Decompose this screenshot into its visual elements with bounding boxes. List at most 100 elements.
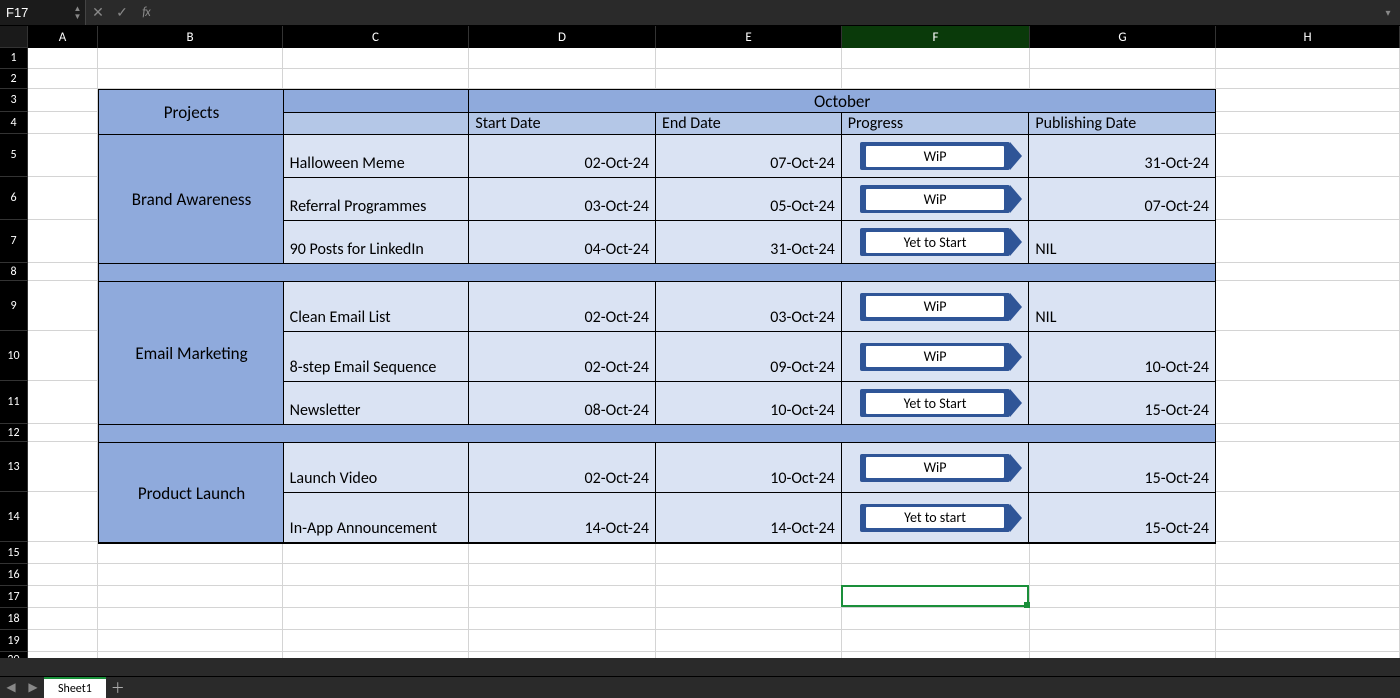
cell-C17[interactable] [283, 586, 469, 608]
expand-formula-bar-button[interactable]: ▾ [1376, 0, 1400, 25]
column-header-F[interactable]: F [842, 26, 1030, 48]
cell-A7[interactable] [28, 220, 98, 263]
cell-B1[interactable] [98, 48, 283, 69]
cell-H14[interactable] [1216, 492, 1400, 542]
cell-E18[interactable] [656, 608, 842, 630]
cell-A8[interactable] [28, 263, 98, 281]
cell-G15[interactable] [1030, 542, 1216, 564]
row-header-3[interactable]: 3 [0, 89, 28, 112]
cell-E16[interactable] [656, 564, 842, 586]
cell-E15[interactable] [656, 542, 842, 564]
cell-H19[interactable] [1216, 630, 1400, 652]
cell-C19[interactable] [283, 630, 469, 652]
cancel-formula-button[interactable]: ✕ [86, 0, 110, 25]
spreadsheet-grid[interactable]: ABCDEFGH 1234567891011121314151617181920… [0, 26, 1400, 658]
cell-A1[interactable] [28, 48, 98, 69]
cell-H15[interactable] [1216, 542, 1400, 564]
cell-A4[interactable] [28, 112, 98, 134]
cell-H3[interactable] [1216, 89, 1400, 112]
name-box[interactable] [0, 0, 70, 25]
cell-C15[interactable] [283, 542, 469, 564]
row-header-8[interactable]: 8 [0, 263, 28, 281]
cell-H20[interactable] [1216, 652, 1400, 658]
cell-A15[interactable] [28, 542, 98, 564]
cell-G18[interactable] [1030, 608, 1216, 630]
tab-nav-last[interactable]: ▶ [22, 677, 44, 698]
cell-A14[interactable] [28, 492, 98, 542]
select-all-corner[interactable] [0, 26, 28, 48]
column-header-C[interactable]: C [283, 26, 469, 48]
row-header-15[interactable]: 15 [0, 542, 28, 564]
row-header-12[interactable]: 12 [0, 424, 28, 442]
cell-H16[interactable] [1216, 564, 1400, 586]
cell-H8[interactable] [1216, 263, 1400, 281]
insert-function-button[interactable]: fx [134, 0, 158, 25]
cell-D19[interactable] [469, 630, 656, 652]
cell-B17[interactable] [98, 586, 283, 608]
cell-E20[interactable] [656, 652, 842, 658]
row-header-17[interactable]: 17 [0, 586, 28, 608]
cell-H18[interactable] [1216, 608, 1400, 630]
row-header-20[interactable]: 20 [0, 652, 28, 658]
cell-D15[interactable] [469, 542, 656, 564]
cell-C18[interactable] [283, 608, 469, 630]
cell-A13[interactable] [28, 442, 98, 492]
cell-G20[interactable] [1030, 652, 1216, 658]
cell-D16[interactable] [469, 564, 656, 586]
cell-H17[interactable] [1216, 586, 1400, 608]
cell-D18[interactable] [469, 608, 656, 630]
cell-E17[interactable] [656, 586, 842, 608]
cell-C1[interactable] [283, 48, 469, 69]
add-sheet-button[interactable]: ＋ [106, 677, 130, 698]
cell-A9[interactable] [28, 281, 98, 331]
cell-E1[interactable] [656, 48, 842, 69]
cell-H13[interactable] [1216, 442, 1400, 492]
row-header-16[interactable]: 16 [0, 564, 28, 586]
formula-input[interactable] [158, 0, 1376, 25]
column-header-A[interactable]: A [28, 26, 98, 48]
column-header-D[interactable]: D [469, 26, 656, 48]
cell-B20[interactable] [98, 652, 283, 658]
cell-H2[interactable] [1216, 69, 1400, 89]
accept-formula-button[interactable]: ✓ [110, 0, 134, 25]
cell-A2[interactable] [28, 69, 98, 89]
row-header-18[interactable]: 18 [0, 608, 28, 630]
cell-A11[interactable] [28, 381, 98, 424]
cell-C20[interactable] [283, 652, 469, 658]
cell-F2[interactable] [842, 69, 1030, 89]
cell-E2[interactable] [656, 69, 842, 89]
cell-A19[interactable] [28, 630, 98, 652]
name-box-spinner[interactable]: ▲ ▼ [70, 0, 86, 25]
cell-A3[interactable] [28, 89, 98, 112]
cell-A17[interactable] [28, 586, 98, 608]
row-header-19[interactable]: 19 [0, 630, 28, 652]
cell-A10[interactable] [28, 331, 98, 381]
column-header-B[interactable]: B [98, 26, 283, 48]
cell-G19[interactable] [1030, 630, 1216, 652]
cell-D17[interactable] [469, 586, 656, 608]
cell-F18[interactable] [842, 608, 1030, 630]
cell-D1[interactable] [469, 48, 656, 69]
row-header-9[interactable]: 9 [0, 281, 28, 331]
cell-H7[interactable] [1216, 220, 1400, 263]
cell-F16[interactable] [842, 564, 1030, 586]
cell-B16[interactable] [98, 564, 283, 586]
cell-G1[interactable] [1030, 48, 1216, 69]
cell-H5[interactable] [1216, 134, 1400, 177]
sheet-tab-active[interactable]: Sheet1 [44, 677, 106, 698]
cell-A5[interactable] [28, 134, 98, 177]
cell-G16[interactable] [1030, 564, 1216, 586]
cell-H12[interactable] [1216, 424, 1400, 442]
cell-C2[interactable] [283, 69, 469, 89]
row-header-14[interactable]: 14 [0, 492, 28, 542]
cell-A6[interactable] [28, 177, 98, 220]
column-header-E[interactable]: E [656, 26, 842, 48]
horizontal-scrollbar[interactable] [0, 658, 1400, 676]
row-header-7[interactable]: 7 [0, 220, 28, 263]
cell-D20[interactable] [469, 652, 656, 658]
column-header-H[interactable]: H [1216, 26, 1400, 48]
cell-A16[interactable] [28, 564, 98, 586]
cell-H6[interactable] [1216, 177, 1400, 220]
row-header-13[interactable]: 13 [0, 442, 28, 492]
row-header-4[interactable]: 4 [0, 112, 28, 134]
